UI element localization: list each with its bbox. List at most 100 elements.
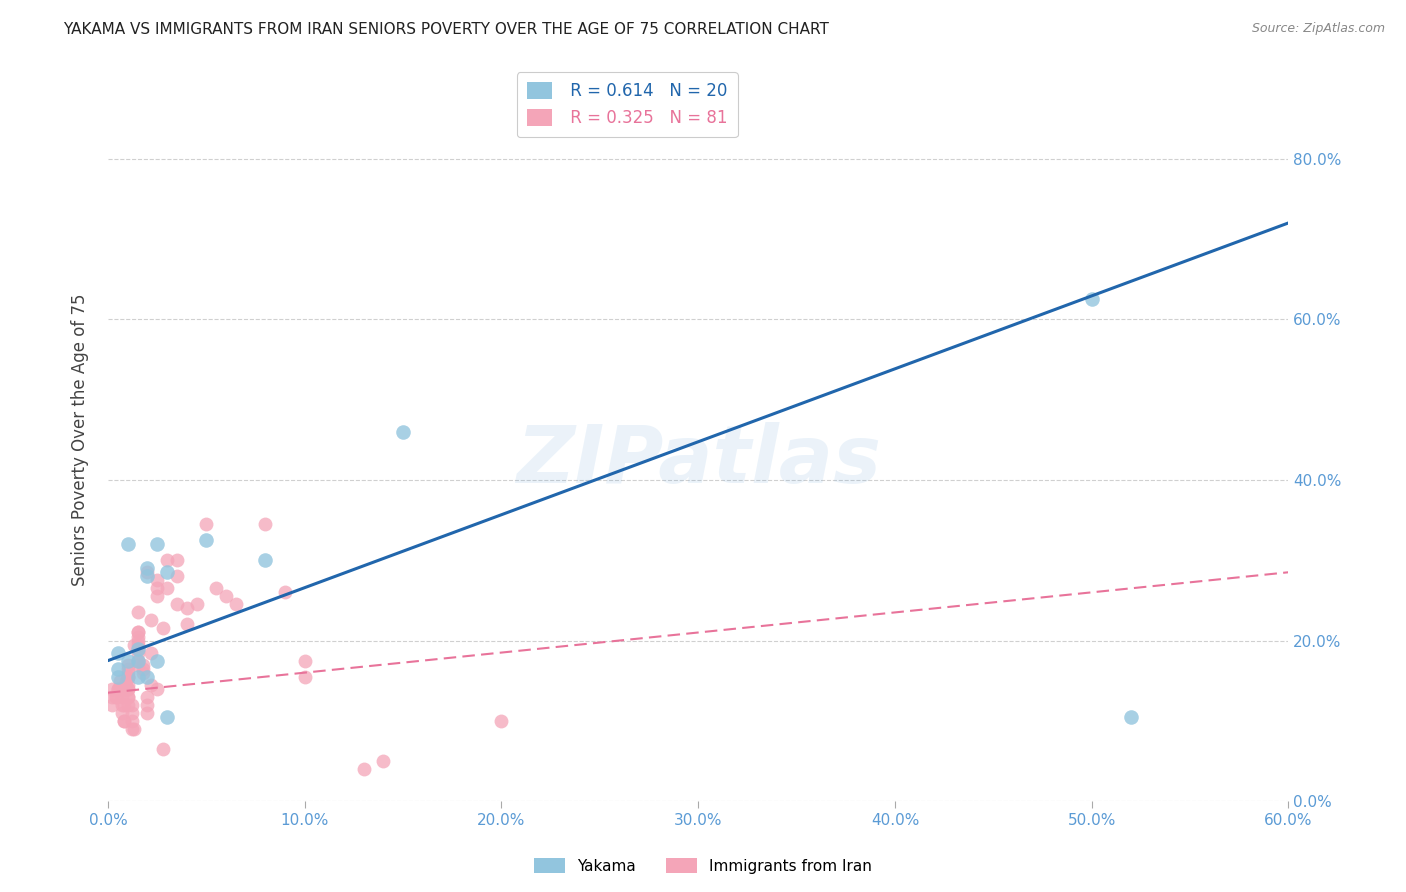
Point	[127, 606, 149, 620]
Point	[117, 665, 139, 680]
Point	[114, 673, 136, 688]
Point	[373, 754, 395, 768]
Point	[127, 646, 149, 660]
Point	[107, 670, 129, 684]
Point	[136, 698, 159, 712]
Point	[111, 698, 134, 712]
Text: Source: ZipAtlas.com: Source: ZipAtlas.com	[1251, 22, 1385, 36]
Point	[127, 657, 149, 672]
Point	[117, 681, 139, 696]
Point	[146, 574, 169, 588]
Point	[108, 681, 131, 696]
Point	[117, 657, 139, 672]
Point	[166, 553, 188, 567]
Point	[127, 654, 149, 668]
Point	[225, 598, 247, 612]
Point	[136, 706, 159, 720]
Point	[132, 657, 155, 672]
Point	[127, 638, 149, 652]
Point	[127, 654, 149, 668]
Point	[101, 681, 124, 696]
Point	[156, 582, 179, 596]
Point	[136, 690, 159, 704]
Point	[141, 646, 163, 660]
Point	[294, 654, 316, 668]
Point	[121, 706, 143, 720]
Point	[117, 690, 139, 704]
Point	[146, 590, 169, 604]
Point	[136, 670, 159, 684]
Point	[108, 673, 131, 688]
Point	[112, 698, 135, 712]
Point	[254, 517, 277, 532]
Point	[112, 714, 135, 728]
Legend:  R = 0.614   N = 20,  R = 0.325   N = 81: R = 0.614 N = 20, R = 0.325 N = 81	[517, 72, 738, 137]
Point	[294, 670, 316, 684]
Point	[117, 678, 139, 692]
Point	[491, 714, 513, 728]
Point	[146, 681, 169, 696]
Point	[186, 598, 208, 612]
Point	[112, 714, 135, 728]
Point	[122, 722, 145, 736]
Point	[121, 722, 143, 736]
Point	[111, 681, 134, 696]
Point	[146, 582, 169, 596]
Point	[156, 566, 179, 580]
Point	[166, 598, 188, 612]
Point	[141, 614, 163, 628]
Point	[132, 662, 155, 676]
Point	[107, 662, 129, 676]
Point	[127, 633, 149, 648]
Point	[111, 706, 134, 720]
Point	[254, 553, 277, 567]
Point	[195, 533, 218, 548]
Point	[1080, 292, 1102, 306]
Point	[121, 698, 143, 712]
Point	[141, 678, 163, 692]
Point	[274, 585, 297, 599]
Point	[127, 625, 149, 640]
Point	[136, 569, 159, 583]
Point	[101, 698, 124, 712]
Point	[117, 662, 139, 676]
Point	[392, 425, 415, 439]
Point	[195, 517, 218, 532]
Point	[117, 681, 139, 696]
Point	[176, 601, 198, 615]
Point	[107, 681, 129, 696]
Point	[117, 670, 139, 684]
Point	[127, 670, 149, 684]
Point	[136, 566, 159, 580]
Point	[101, 690, 124, 704]
Point	[127, 641, 149, 656]
Legend: Yakama, Immigrants from Iran: Yakama, Immigrants from Iran	[529, 852, 877, 880]
Point	[215, 590, 238, 604]
Point	[117, 537, 139, 551]
Point	[136, 561, 159, 575]
Point	[117, 670, 139, 684]
Point	[122, 638, 145, 652]
Point	[146, 537, 169, 551]
Y-axis label: Seniors Poverty Over the Age of 75: Seniors Poverty Over the Age of 75	[72, 293, 89, 586]
Point	[205, 582, 228, 596]
Point	[107, 646, 129, 660]
Point	[152, 742, 174, 756]
Point	[117, 670, 139, 684]
Point	[117, 690, 139, 704]
Point	[166, 569, 188, 583]
Point	[107, 681, 129, 696]
Point	[132, 665, 155, 680]
Point	[1119, 710, 1142, 724]
Point	[176, 617, 198, 632]
Point	[152, 622, 174, 636]
Text: YAKAMA VS IMMIGRANTS FROM IRAN SENIORS POVERTY OVER THE AGE OF 75 CORRELATION CH: YAKAMA VS IMMIGRANTS FROM IRAN SENIORS P…	[63, 22, 830, 37]
Point	[114, 681, 136, 696]
Point	[156, 553, 179, 567]
Point	[111, 690, 134, 704]
Point	[121, 714, 143, 728]
Point	[146, 654, 169, 668]
Point	[104, 690, 127, 704]
Point	[104, 690, 127, 704]
Point	[127, 630, 149, 644]
